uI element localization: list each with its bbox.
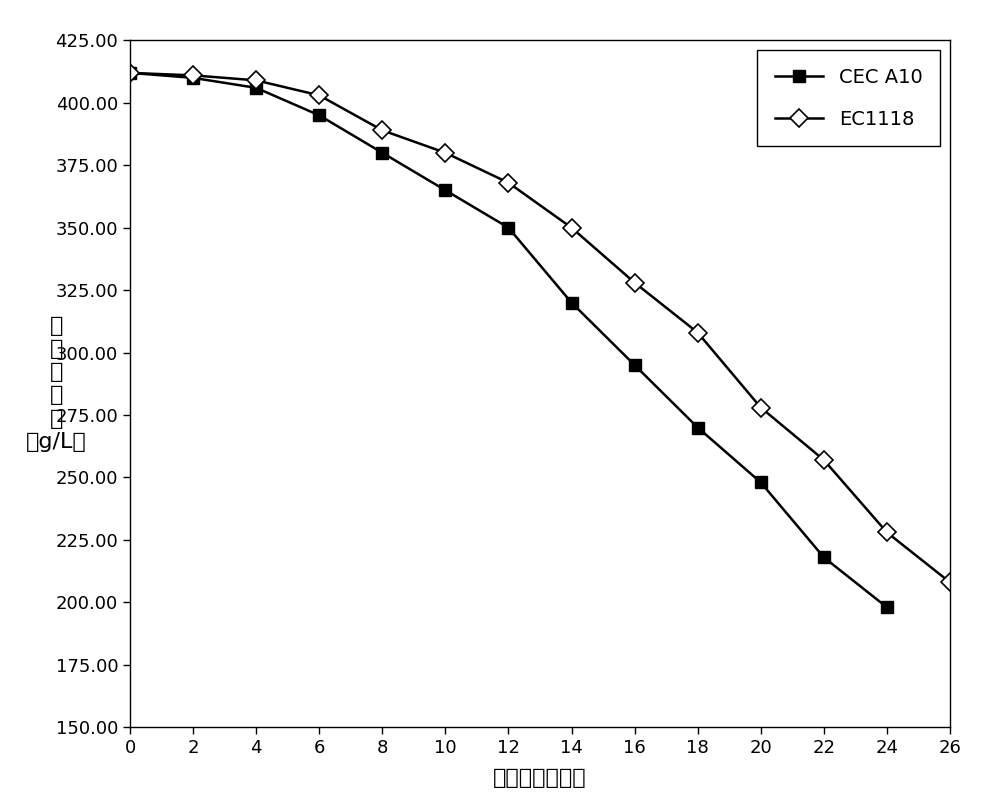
CEC A10	[313, 111, 325, 120]
CEC A10	[124, 68, 136, 78]
CEC A10	[755, 478, 767, 487]
CEC A10	[439, 185, 451, 195]
EC1118	[818, 455, 830, 465]
CEC A10	[376, 148, 388, 158]
CEC A10	[629, 360, 641, 370]
Line: EC1118: EC1118	[124, 66, 956, 588]
EC1118	[187, 70, 199, 80]
EC1118	[313, 90, 325, 100]
EC1118	[376, 125, 388, 135]
CEC A10	[502, 223, 514, 233]
EC1118	[250, 75, 262, 85]
EC1118	[502, 178, 514, 187]
EC1118	[566, 223, 578, 233]
CEC A10	[818, 553, 830, 562]
EC1118	[439, 148, 451, 158]
X-axis label: 发酵时间（天）: 发酵时间（天）	[493, 768, 587, 788]
EC1118	[124, 68, 136, 78]
EC1118	[755, 402, 767, 412]
CEC A10	[692, 423, 704, 432]
EC1118	[629, 278, 641, 288]
EC1118	[944, 578, 956, 587]
EC1118	[881, 528, 893, 537]
CEC A10	[881, 603, 893, 612]
Line: CEC A10: CEC A10	[124, 66, 893, 613]
CEC A10	[250, 83, 262, 93]
EC1118	[692, 328, 704, 338]
Legend: CEC A10, EC1118: CEC A10, EC1118	[757, 50, 940, 146]
CEC A10	[187, 73, 199, 82]
CEC A10	[566, 298, 578, 308]
Text: 残
糖
的
含
量
（g/L）: 残 糖 的 含 量 （g/L）	[26, 316, 87, 452]
